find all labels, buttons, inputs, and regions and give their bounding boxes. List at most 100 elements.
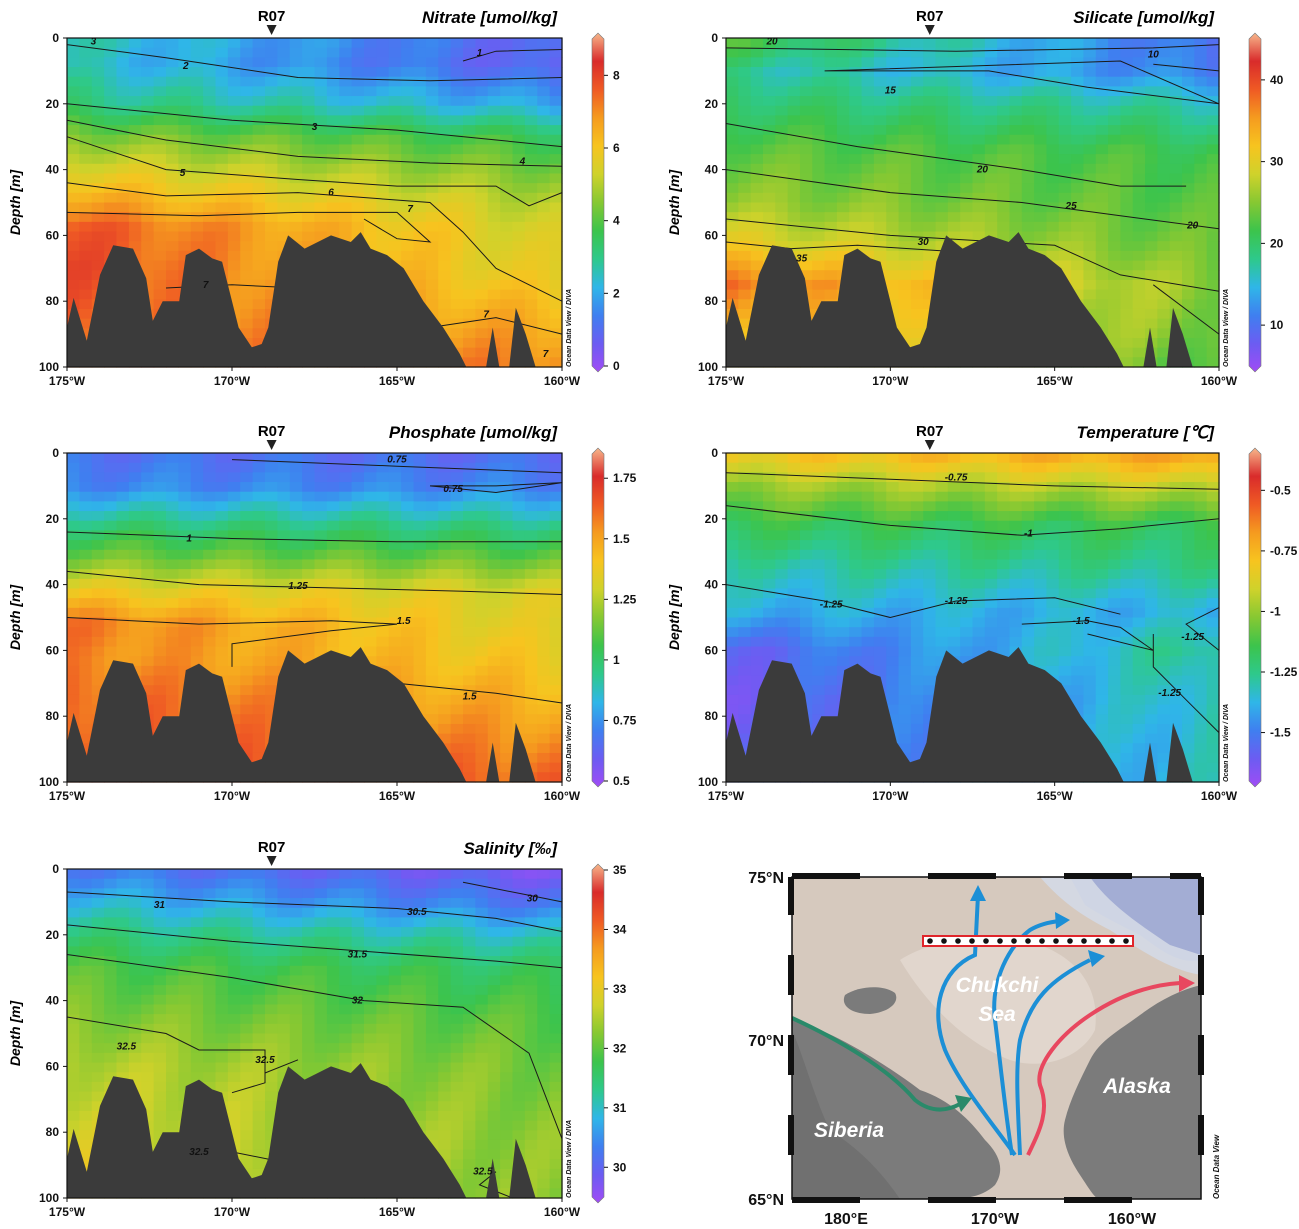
field-cell xyxy=(450,733,464,744)
field-cell xyxy=(947,472,961,483)
field-cell xyxy=(153,183,167,194)
field-cell xyxy=(910,125,924,136)
field-cell xyxy=(265,47,278,58)
field-cell xyxy=(1095,212,1109,223)
field-cell xyxy=(750,241,764,252)
field-cell xyxy=(91,105,105,117)
field-cell xyxy=(351,163,365,175)
field-cell xyxy=(787,472,801,483)
field-cell xyxy=(190,212,204,223)
field-cell xyxy=(1046,559,1060,570)
field-cell xyxy=(886,588,900,599)
field-cell xyxy=(1182,289,1195,300)
field-cell xyxy=(463,588,476,599)
field-cell xyxy=(302,212,316,223)
field-cell xyxy=(215,520,229,532)
field-cell xyxy=(438,289,452,300)
field-cell xyxy=(1071,154,1085,165)
field-cell xyxy=(351,86,365,97)
field-cell xyxy=(326,540,340,551)
field-cell xyxy=(738,607,752,619)
field-cell xyxy=(265,627,278,638)
field-cell xyxy=(1034,212,1048,223)
contour-label: 2 xyxy=(182,61,189,72)
field-cell xyxy=(997,154,1011,165)
field-cell xyxy=(997,559,1011,570)
field-cell xyxy=(750,76,764,87)
field-cell xyxy=(861,588,875,599)
field-cell xyxy=(475,607,489,619)
field-cell xyxy=(524,347,538,358)
field-cell xyxy=(351,47,365,58)
field-cell xyxy=(1095,183,1109,194)
field-cell xyxy=(1206,221,1220,233)
field-cell xyxy=(475,270,489,281)
field-cell xyxy=(67,76,80,87)
field-cell xyxy=(762,163,776,175)
field-cell xyxy=(475,125,489,136)
field-cell xyxy=(1021,86,1035,97)
field-cell xyxy=(549,96,563,107)
field-cell xyxy=(1206,86,1220,97)
field-cell xyxy=(1108,144,1121,155)
field-cell xyxy=(947,231,961,242)
field-cell xyxy=(799,38,813,49)
field-cell xyxy=(438,675,452,686)
field-cell xyxy=(787,47,801,58)
field-cell xyxy=(1157,231,1171,242)
field-cell xyxy=(79,578,93,590)
x-tick-label: 160°W xyxy=(1201,374,1238,388)
field-cell xyxy=(1046,598,1060,609)
field-cell xyxy=(1169,569,1183,580)
field-cell xyxy=(227,299,241,310)
field-cell xyxy=(104,472,118,483)
field-cell xyxy=(67,289,80,300)
field-cell xyxy=(475,540,489,551)
field-cell xyxy=(463,357,476,368)
field-cell xyxy=(1021,134,1035,146)
x-tick-label: 160°W xyxy=(544,374,581,388)
field-cell xyxy=(190,462,204,473)
field-cell xyxy=(450,289,464,300)
field-cell xyxy=(923,520,937,532)
field-cell xyxy=(351,540,365,551)
field-cell xyxy=(475,299,489,310)
field-cell xyxy=(314,511,328,522)
field-cell xyxy=(166,646,179,657)
field-cell xyxy=(388,173,402,184)
field-cell xyxy=(537,299,551,310)
field-cell xyxy=(960,588,974,599)
field-cell xyxy=(1132,530,1146,541)
field-cell xyxy=(960,202,974,213)
field-cell xyxy=(314,520,328,532)
field-cell xyxy=(227,76,241,87)
field-cell xyxy=(116,38,130,49)
field-cell xyxy=(166,472,179,483)
field-cell xyxy=(425,183,439,194)
field-cell xyxy=(824,482,838,493)
field-cell xyxy=(1182,212,1195,223)
field-cell xyxy=(512,501,526,512)
field-cell xyxy=(775,627,789,638)
field-cell xyxy=(252,115,266,126)
field-cell xyxy=(388,250,402,262)
field-cell xyxy=(1169,578,1183,590)
field-cell xyxy=(500,482,514,493)
field-cell xyxy=(1046,549,1060,561)
field-cell xyxy=(923,192,937,204)
field-cell xyxy=(314,472,328,483)
field-cell xyxy=(67,38,80,49)
field-cell xyxy=(475,685,489,696)
field-cell xyxy=(775,540,789,551)
field-cell xyxy=(364,588,377,599)
field-cell xyxy=(450,231,464,242)
field-cell xyxy=(153,549,167,561)
field-cell xyxy=(935,617,949,628)
field-cell xyxy=(812,482,826,493)
field-cell xyxy=(450,250,464,262)
field-cell xyxy=(1169,38,1183,49)
field-cell xyxy=(524,656,538,667)
field-cell xyxy=(166,260,179,271)
field-cell xyxy=(886,212,900,223)
field-cell xyxy=(91,163,105,175)
